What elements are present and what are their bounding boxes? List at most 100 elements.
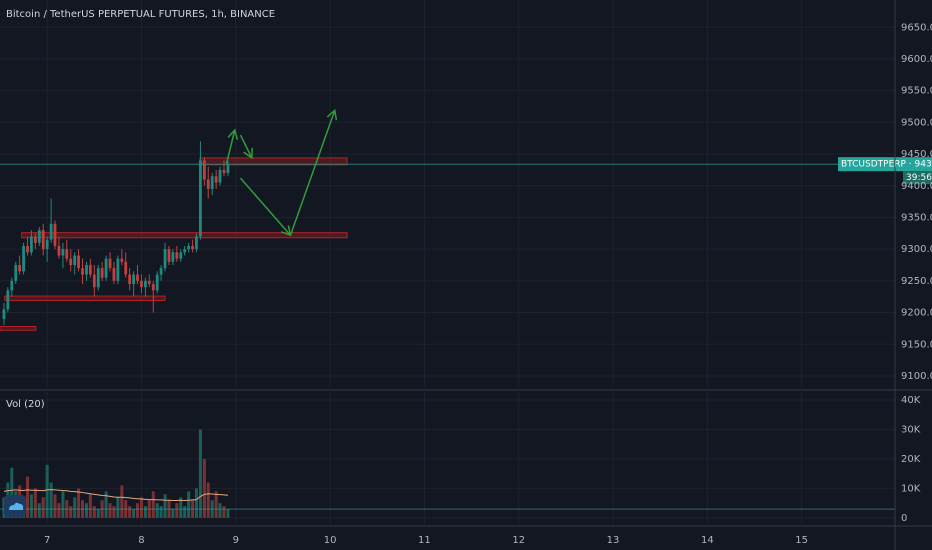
y-tick-label: 40K (901, 395, 921, 406)
candle-body (108, 258, 112, 269)
y-tick-label: 10K (901, 483, 921, 494)
volume-bar (155, 503, 159, 518)
candle-body (151, 284, 155, 291)
volume-bar (163, 494, 167, 518)
candle-body (65, 249, 69, 259)
candle-body (2, 309, 6, 319)
x-tick-label: 15 (795, 535, 808, 546)
arrow (225, 128, 239, 165)
candle-body (77, 255, 80, 269)
candle-body (163, 249, 167, 269)
volume-bar (88, 494, 92, 518)
candle-body (73, 255, 77, 266)
volume-bar (112, 506, 116, 518)
volume-bar (104, 491, 108, 518)
arrow (289, 108, 338, 236)
volume-bar (218, 503, 222, 518)
y-tick-label: 9350.00 (901, 212, 932, 223)
candle-body (100, 268, 104, 278)
candle-body (175, 252, 179, 259)
volume-bar (69, 506, 73, 518)
candle-body (199, 160, 202, 237)
volume-bar (92, 506, 96, 518)
volume-bar (49, 482, 53, 518)
candle-body (53, 223, 57, 246)
candle-body (195, 236, 198, 250)
candle-body (124, 261, 128, 275)
x-tick-label: 7 (44, 535, 50, 546)
volume-bar (2, 497, 6, 518)
candle-body (183, 249, 187, 253)
y-tick-label: 30K (901, 424, 921, 435)
y-tick-label: 9500.00 (901, 117, 932, 128)
volume-bar (45, 464, 49, 518)
volume-bar (128, 506, 132, 518)
candle-body (202, 160, 206, 180)
volume-bar (159, 506, 163, 518)
volume-bar (116, 497, 120, 518)
logo (4, 495, 26, 517)
candle-body (128, 274, 132, 285)
candle-body (18, 265, 22, 272)
x-tick-label: 10 (324, 535, 337, 546)
y-tick-label: 9400.00 (901, 181, 932, 192)
plot: BTCUSDTPERP · 9434.01 39:56 (0, 108, 932, 518)
price-label-box (838, 157, 932, 172)
x-tick-label: 9 (233, 535, 239, 546)
candle-body (69, 258, 73, 266)
candle-body (81, 268, 84, 275)
candle-body (6, 290, 10, 310)
volume-bar (37, 503, 41, 518)
volume-bar (57, 503, 61, 518)
candle-body (104, 258, 108, 278)
volume-bar (10, 467, 14, 518)
y-tick-label: 9450.00 (901, 149, 932, 160)
candle-body (159, 268, 163, 275)
zone (21, 232, 348, 239)
price-label: BTCUSDTPERP · 9434.01 (841, 160, 932, 170)
candle-body (14, 265, 18, 281)
volume-bar (143, 506, 147, 518)
x-tick-label: 12 (512, 535, 525, 546)
volume-bar (53, 494, 57, 518)
volume-bar (108, 503, 112, 518)
x-tick-label: 8 (138, 535, 144, 546)
candle-body (30, 236, 33, 253)
x-tick-label: 11 (418, 535, 431, 546)
volume-bar (198, 429, 202, 518)
y-tick-label: 9200.00 (901, 308, 932, 319)
volume-bar (33, 488, 37, 518)
candle-body (85, 265, 88, 275)
candle-body (112, 268, 116, 281)
y-tick-label: 9650.00 (901, 22, 932, 33)
y-tick-label: 9150.00 (901, 339, 932, 350)
y-tick-label: 9600.00 (901, 54, 932, 65)
candle-body (22, 245, 25, 272)
chart-title: Bitcoin / TetherUS PERPETUAL FUTURES, 1h… (6, 9, 275, 20)
candle-body (187, 245, 191, 250)
countdown-box (903, 171, 932, 185)
candle-body (26, 245, 29, 253)
candle-body (10, 280, 14, 291)
candle-body (45, 239, 49, 250)
candle-body (206, 179, 210, 189)
volume-bar (183, 506, 187, 518)
volume-bar (175, 503, 179, 518)
candle-body (140, 280, 143, 288)
y-tick-label: 9100.00 (901, 371, 932, 382)
candle-body (210, 176, 214, 189)
candle-body (49, 223, 53, 240)
x-tick-label: 14 (701, 535, 714, 546)
arrow (239, 134, 253, 160)
candle-body (61, 249, 65, 256)
volume-title: Vol (20) (6, 399, 45, 410)
candle-body (120, 258, 124, 262)
volume-bar (222, 506, 226, 518)
candle-body (96, 268, 100, 288)
volume-bar (96, 509, 100, 518)
volume-bar (136, 503, 140, 518)
volume-bar (73, 497, 77, 518)
